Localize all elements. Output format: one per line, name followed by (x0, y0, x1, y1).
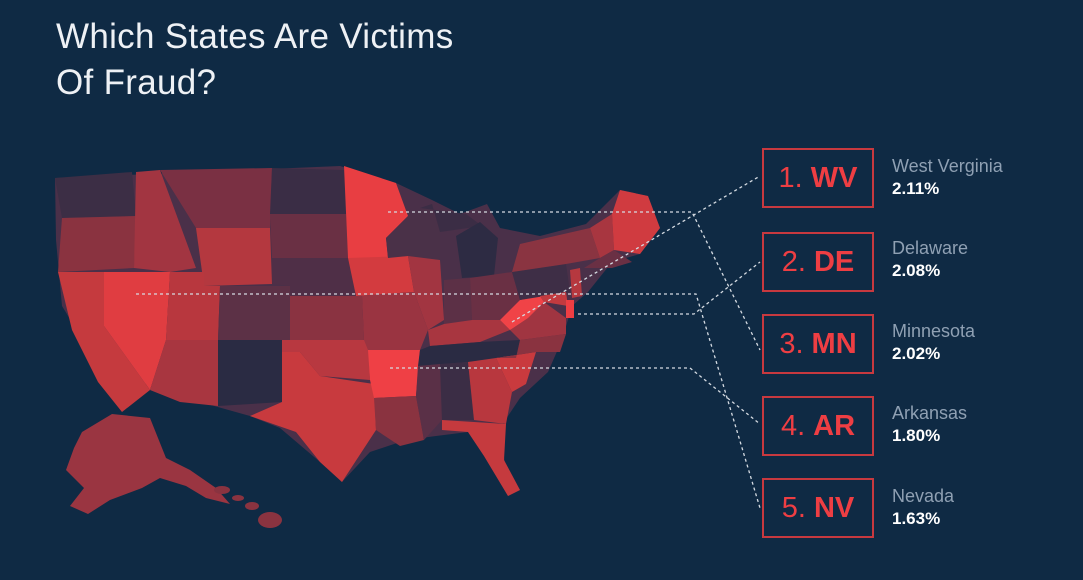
state-maine (612, 190, 660, 254)
rank-box-5: 5. NV (762, 478, 874, 538)
state-michigan-upper (420, 204, 482, 232)
connector-ar (390, 367, 761, 425)
rank-abbr: DE (813, 245, 855, 278)
state-north-carolina (496, 334, 566, 358)
state-west-virginia (500, 296, 544, 330)
state-colorado (218, 286, 290, 340)
rank-info-3: Minnesota 2.02% (892, 320, 975, 366)
state-louisiana (374, 396, 424, 446)
rank-abbr: AR (813, 409, 856, 442)
rank-abbr: MN (811, 327, 857, 360)
state-new-york (512, 228, 600, 272)
state-virginia (510, 302, 566, 340)
state-arkansas (368, 350, 420, 398)
rank-number: 5. (781, 491, 806, 524)
state-kansas (290, 296, 364, 340)
state-georgia (468, 358, 512, 424)
state-massachusetts-ct (584, 250, 632, 268)
state-hawaii (214, 486, 282, 528)
state-california (58, 272, 150, 412)
state-north-dakota (270, 168, 346, 214)
state-delaware (566, 300, 574, 318)
rank-number: 3. (779, 327, 804, 360)
title-line-1: Which States Are Victims (56, 17, 454, 56)
rank-number: 4. (780, 409, 806, 442)
state-montana (160, 168, 272, 228)
fraud-percent: 1.63% (892, 509, 941, 528)
state-minnesota (344, 166, 408, 258)
connector-de (578, 261, 761, 315)
state-mississippi (416, 364, 442, 440)
state-new-mexico (218, 340, 282, 406)
state-wyoming (196, 228, 272, 286)
state-name: Minnesota (892, 321, 976, 341)
state-pennsylvania (512, 264, 570, 300)
state-indiana (444, 278, 472, 324)
fraud-percent: 1.80% (892, 426, 941, 445)
state-alaska (66, 414, 230, 514)
state-name: Delaware (892, 238, 969, 258)
rank-abbr: WV (810, 161, 858, 194)
rank-abbr: NV (813, 491, 855, 524)
rank-number: 1. (778, 161, 803, 194)
state-ohio (470, 272, 520, 320)
state-south-dakota (270, 214, 348, 258)
state-florida (442, 420, 520, 496)
title-line-2: Of Fraud? (56, 63, 217, 102)
state-name: Nevada (892, 486, 955, 506)
fraud-percent: 2.08% (892, 261, 941, 280)
state-idaho (134, 170, 196, 272)
rank-info-5: Nevada 1.63% (892, 485, 954, 531)
state-nebraska (272, 258, 356, 296)
state-south-carolina (496, 352, 536, 392)
state-iowa (348, 256, 414, 296)
state-wisconsin (386, 204, 440, 260)
state-missouri (356, 292, 428, 350)
connector-nv (136, 293, 761, 509)
state-oregon (58, 216, 136, 272)
rank-box-2: 2. DE (762, 232, 874, 292)
state-name: West Verginia (892, 156, 1003, 176)
state-new-jersey (570, 268, 582, 298)
rank-box-3: 3. MN (762, 314, 874, 374)
state-nevada (104, 272, 170, 390)
state-washington (55, 172, 136, 218)
rank-info-2: Delaware 2.08% (892, 237, 968, 283)
state-oklahoma (282, 340, 370, 380)
state-maryland (540, 292, 568, 306)
state-arizona (150, 340, 218, 406)
state-name: Arkansas (892, 403, 968, 423)
connector-lines (136, 175, 761, 509)
fraud-percent: 2.02% (892, 344, 941, 363)
rank-box-1: 1. WV (762, 148, 874, 208)
state-illinois (408, 256, 444, 330)
state-utah (166, 272, 220, 340)
fraud-percent: 2.11% (892, 179, 940, 198)
state-texas (250, 352, 376, 482)
state-michigan-lower (456, 222, 498, 278)
rank-number: 2. (781, 245, 806, 278)
state-vermont-nh (590, 214, 614, 258)
page-title: Which States Are Victims Of Fraud? (56, 14, 454, 106)
rank-box-4: 4. AR (762, 396, 874, 456)
rank-info-1: West Verginia 2.11% (892, 155, 1003, 201)
rank-info-4: Arkansas 1.80% (892, 402, 967, 448)
state-alabama (440, 362, 474, 420)
state-kentucky (428, 320, 510, 346)
